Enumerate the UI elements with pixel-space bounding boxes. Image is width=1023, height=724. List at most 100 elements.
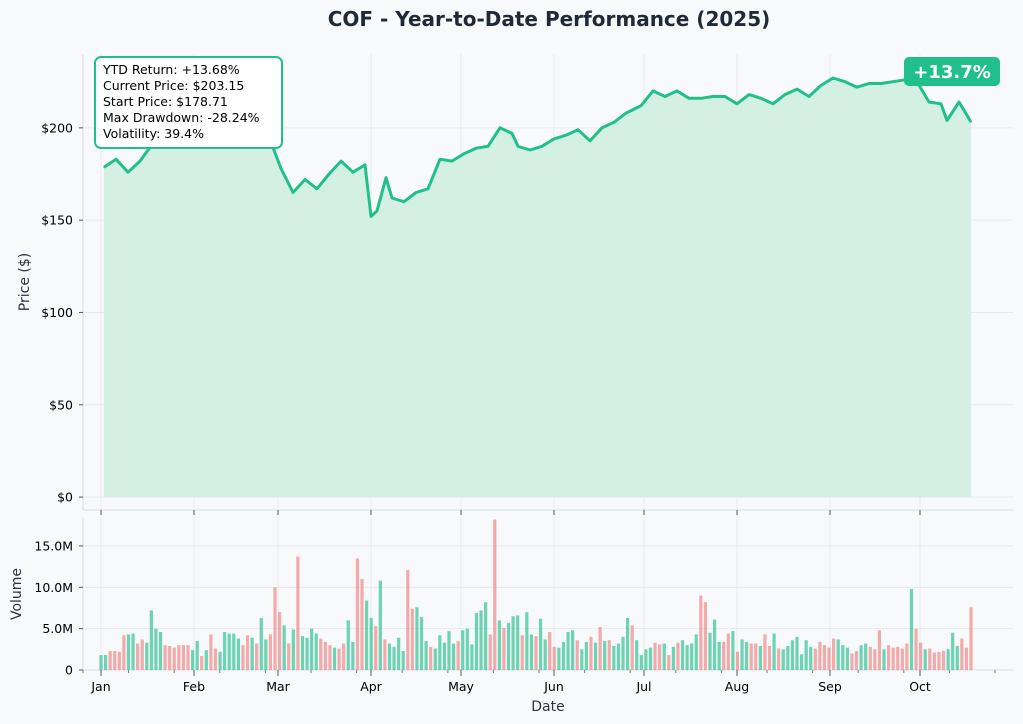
volume-bar [658, 644, 662, 670]
volume-bar [433, 648, 437, 670]
x-tick-label: May [448, 679, 474, 694]
volume-bar [548, 631, 552, 670]
volume-bar [360, 579, 364, 670]
volume-bar [300, 636, 305, 670]
volume-bar [932, 652, 936, 670]
volume-bar [763, 634, 767, 670]
volume-bar [415, 607, 419, 670]
price-point [640, 105, 642, 107]
volume-bar [616, 643, 621, 670]
price-point [700, 97, 702, 99]
price-point [652, 90, 654, 92]
volume-bar [919, 642, 923, 670]
volume-bar [749, 643, 753, 670]
price-point [880, 82, 882, 85]
volume-bar [625, 617, 630, 670]
volume-bar [232, 633, 236, 670]
price-point [565, 134, 567, 136]
price-point [688, 97, 690, 99]
volume-bar [726, 633, 730, 670]
volume-bar [200, 655, 204, 670]
x-ticks: Jan Feb Mar Apr May Jun Jul Aug Sep Oct [82, 510, 996, 694]
stats-box-frame [94, 56, 283, 149]
price-point [115, 158, 117, 160]
volume-bar [520, 635, 524, 670]
volume-bar [960, 638, 964, 670]
volume-bar [552, 646, 556, 670]
volume-bar [410, 608, 414, 670]
stat-current-price: Current Price: $203.15 [103, 78, 244, 93]
price-point [541, 145, 543, 147]
price-point [940, 103, 942, 105]
x-tick-label: Feb [183, 679, 205, 694]
volume-bar [914, 628, 918, 670]
volume-bar [181, 645, 186, 670]
price-point [868, 82, 870, 85]
price-point [316, 188, 318, 190]
x-tick-label: Oct [909, 679, 931, 694]
price-point [736, 103, 738, 105]
volume-bar [781, 649, 785, 670]
volume-bar [287, 643, 291, 670]
price-y-ticks: $0 $50 $100 $150 $200 [41, 120, 83, 505]
volume-bar [465, 628, 469, 670]
volume-bar [177, 645, 181, 670]
volume-bar [580, 649, 584, 670]
volume-panel [83, 517, 1013, 670]
volume-bar [575, 640, 579, 670]
volume-bar [103, 655, 108, 670]
volume-bar [584, 641, 588, 670]
volume-bar [529, 634, 534, 670]
volume-bar [740, 639, 744, 670]
price-point [427, 188, 429, 190]
x-tick-label: Mar [266, 679, 290, 694]
volume-bar [277, 612, 282, 670]
volume-bar [923, 649, 927, 670]
volume-bar [538, 618, 543, 670]
volume-bar [154, 628, 158, 670]
volume-bar [635, 640, 639, 670]
price-point [463, 153, 465, 155]
volume-bar [877, 630, 882, 670]
price-point [415, 191, 417, 194]
volume-bar [703, 602, 708, 670]
volume-bar [722, 641, 726, 670]
volume-bar [140, 639, 144, 670]
volume-bar [786, 646, 790, 670]
return-badge-bg [904, 57, 1000, 86]
volume-bar [836, 639, 840, 670]
volume-bar [99, 655, 103, 670]
volume-bar [735, 651, 740, 670]
price-point [328, 173, 330, 175]
volume-bar [136, 643, 140, 670]
volume-bar [561, 641, 566, 670]
stats-box: YTD Return: +13.68% Current Price: $203.… [94, 56, 283, 149]
volume-bar [259, 617, 263, 670]
volume-bar [456, 641, 460, 670]
volume-bar [864, 643, 868, 670]
volume-bar [392, 646, 396, 670]
volume-bar [795, 636, 799, 670]
volume-bar [827, 647, 831, 670]
price-point [403, 201, 405, 203]
volume-bar [438, 635, 442, 670]
price-y-tick-label: $100 [41, 305, 73, 320]
volume-bar [255, 643, 259, 670]
x-tick-label: Jul [635, 679, 651, 694]
volume-bar [108, 650, 112, 670]
volume-bar [854, 650, 859, 670]
volume-bar [163, 645, 167, 670]
chart-title: COF - Year-to-Date Performance (2025) [328, 7, 771, 31]
volume-bar [273, 587, 277, 670]
volume-bar [754, 643, 758, 670]
price-point [796, 88, 798, 90]
volume-bar [772, 633, 776, 670]
volume-bar [190, 650, 195, 670]
volume-bar [213, 648, 218, 670]
volume-bar [690, 643, 694, 670]
x-tick-label: Jan [90, 679, 110, 694]
price-point [529, 149, 531, 151]
volume-bar [868, 646, 872, 670]
volume-bar [598, 626, 602, 670]
price-point [820, 84, 822, 86]
